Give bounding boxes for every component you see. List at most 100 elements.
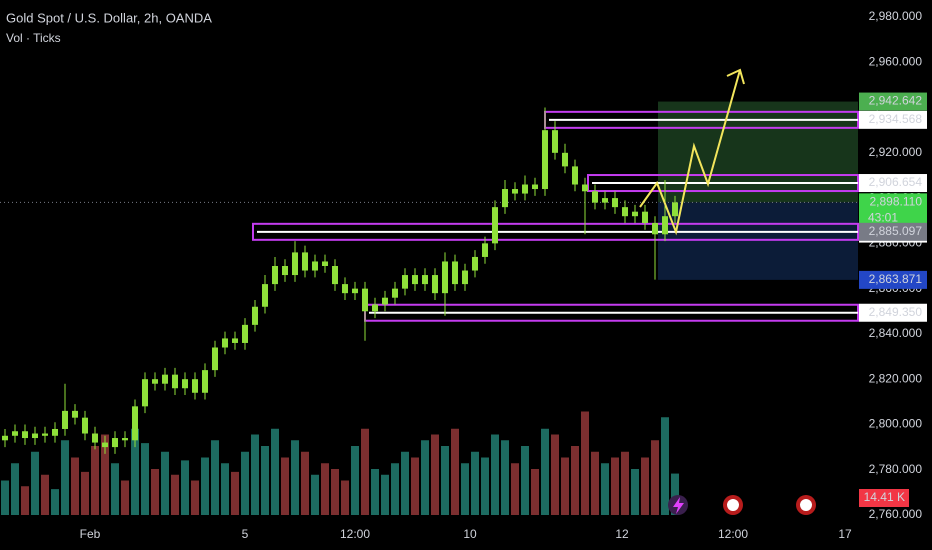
candle-body — [62, 410, 68, 429]
stop-tag: 2,863.871 — [869, 272, 923, 286]
candle-body — [652, 222, 658, 235]
volume-bar — [591, 451, 599, 515]
volume-bar — [1, 480, 9, 515]
candle-body — [162, 374, 168, 384]
candle-body — [262, 284, 268, 307]
volume-bar — [281, 457, 289, 515]
volume-tag-bg — [859, 489, 909, 507]
candle-body — [382, 297, 388, 305]
volume-bar — [461, 463, 469, 515]
volume-bar — [131, 428, 139, 515]
volume-bar — [381, 474, 389, 515]
volume-bar — [441, 446, 449, 515]
candle-body — [542, 130, 548, 190]
flag-icon-inner — [800, 499, 812, 511]
candle-body — [592, 191, 598, 203]
y-tick-label: 2,980.000 — [869, 9, 923, 23]
volume-bar — [101, 434, 109, 515]
x-tick-label: 10 — [463, 527, 477, 541]
candle-body — [462, 270, 468, 285]
lightning-icon — [673, 497, 684, 514]
candle-body — [32, 433, 38, 439]
volume-bar — [231, 471, 239, 515]
x-tick-label: 12:00 — [340, 527, 370, 541]
candle-body — [252, 306, 258, 325]
plot-layer — [2, 107, 859, 454]
level-tag: 2,849.350 — [869, 305, 923, 319]
candle-body — [242, 324, 248, 343]
candle-body — [292, 252, 298, 276]
candle-body — [602, 198, 608, 203]
volume-bar — [611, 457, 619, 515]
y-tick-label: 2,780.000 — [869, 462, 923, 476]
candle-body — [202, 370, 208, 393]
candle-body — [222, 338, 228, 348]
candle-body — [432, 275, 438, 294]
arrow-head — [726, 68, 745, 85]
y-tick-label: 2,920.000 — [869, 145, 923, 159]
volume-bar — [321, 463, 329, 515]
volume-bar — [351, 446, 359, 515]
x-tick-label: 17 — [838, 527, 852, 541]
candle-body — [212, 347, 218, 371]
volume-bar — [601, 463, 609, 515]
volume-bar — [541, 428, 549, 515]
volume-bar — [641, 457, 649, 515]
volume-bar — [341, 480, 349, 515]
volume-bar — [471, 451, 479, 515]
volume-bar — [41, 474, 49, 515]
volume-bar — [271, 428, 279, 515]
volume-bar — [311, 474, 319, 515]
loss-zone — [658, 202, 858, 280]
entry-tag-bg — [859, 193, 927, 228]
volume-bar — [291, 440, 299, 515]
candle-body — [312, 261, 318, 271]
volume-bar — [491, 434, 499, 515]
volume-bar — [91, 446, 99, 515]
candle-body — [192, 379, 198, 393]
volume-bar — [671, 473, 679, 515]
countdown: 43:01 — [868, 211, 898, 225]
volume-bar — [181, 460, 189, 515]
level-tag-bg — [859, 174, 927, 193]
volume-bar — [401, 451, 409, 515]
candle-body — [402, 275, 408, 289]
volume-bar — [61, 440, 69, 515]
indicator-label: Vol · Ticks — [6, 31, 61, 45]
candle-body — [522, 184, 528, 194]
chart-title: Gold Spot / U.S. Dollar, 2h, OANDA — [6, 10, 212, 25]
volume-bar — [421, 440, 429, 515]
y-tick-label: 2,960.000 — [869, 54, 923, 68]
candle-body — [562, 152, 568, 167]
candle-body — [152, 379, 158, 384]
volume-bar — [571, 446, 579, 515]
volume-bar — [531, 469, 539, 515]
candle-body — [532, 184, 538, 190]
stop-tag-bg — [859, 270, 927, 289]
volume-bar — [631, 469, 639, 515]
level-tag: 2,934.568 — [869, 112, 923, 126]
candle-body — [632, 211, 638, 217]
volume-bar — [431, 434, 439, 515]
x-tick-label: 12 — [615, 527, 629, 541]
y-tick-label: 2,840.000 — [869, 326, 923, 340]
y-tick-label: 2,820.000 — [869, 371, 923, 385]
volume-bar — [661, 417, 669, 515]
candle-body — [452, 261, 458, 285]
candle-body — [332, 266, 338, 285]
volume-bar — [621, 451, 629, 515]
volume-bar — [481, 457, 489, 515]
profit-zone — [658, 101, 858, 203]
flag-icon-inner — [727, 499, 739, 511]
volume-bar — [361, 428, 369, 515]
candle-body — [492, 207, 498, 244]
candle-body — [42, 433, 48, 436]
target-tag-bg — [859, 92, 927, 111]
volume-bar — [201, 457, 209, 515]
volume-bar — [411, 457, 419, 515]
candle-body — [132, 406, 138, 441]
volume-bar — [191, 480, 199, 515]
candle-body — [302, 252, 308, 271]
candle-body — [552, 130, 558, 153]
